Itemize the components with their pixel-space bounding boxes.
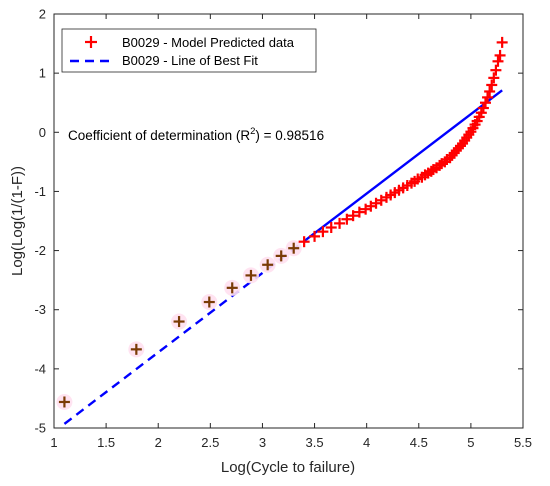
annotation-superscript: 2: [250, 126, 255, 137]
x-tick-label: 1: [50, 435, 57, 450]
data-point: [482, 91, 494, 103]
y-axis-label: Log(Log(1/(1-F)): [9, 166, 26, 276]
data-point: [309, 230, 321, 242]
legend-label-fit: B0029 - Line of Best Fit: [122, 53, 258, 68]
fit-line-solid: [305, 89, 503, 241]
y-tick-label: -5: [34, 421, 46, 436]
r-squared-annotation: Coefficient of determination (R2) = 0.98…: [68, 126, 324, 143]
x-tick-label: 4.5: [410, 435, 428, 450]
x-tick-label: 4: [363, 435, 370, 450]
data-point: [496, 36, 508, 48]
legend-marker-predicted: [85, 36, 97, 48]
data-point: [494, 49, 506, 61]
x-tick-label: 2.5: [201, 435, 219, 450]
data-point: [484, 85, 496, 97]
data-point: [325, 222, 337, 234]
data-point: [224, 279, 241, 296]
axis-ticks: 1 1.5 2 2.5 3 3.5 4 4.5 5 5.5 -5 -4 -3 -2 -1 0 1 2: [34, 7, 532, 451]
data-point: [486, 79, 498, 91]
data-point: [201, 294, 218, 311]
y-tick-label: 2: [39, 7, 46, 22]
data-point: [171, 313, 188, 330]
y-tick-label: 1: [39, 66, 46, 81]
data-point: [334, 217, 346, 229]
data-point: [259, 256, 276, 273]
annotation-value: ) = 0.98516: [255, 128, 324, 143]
y-tick-label: -4: [34, 361, 46, 376]
x-tick-label: 5.5: [514, 435, 532, 450]
data-point: [353, 206, 365, 218]
legend-box: [61, 28, 317, 73]
y-tick-label: 0: [39, 125, 46, 140]
y-tick-label: -3: [34, 302, 46, 317]
y-tick-label: -2: [34, 243, 46, 258]
fit-line-dashed: [63, 238, 307, 425]
plot-frame: [53, 13, 524, 429]
x-tick-label: 2: [155, 435, 162, 450]
x-tick-label: 5: [467, 435, 474, 450]
legend: B0029 - Model Predicted data B0029 - Lin…: [61, 28, 317, 73]
data-point: [479, 97, 491, 109]
data-point: [285, 240, 302, 257]
x-tick-label: 1.5: [97, 435, 115, 450]
y-tick-label: -1: [34, 184, 46, 199]
data-point: [128, 341, 145, 358]
data-point: [488, 72, 500, 84]
plot-area: [54, 14, 523, 428]
data-point: [56, 393, 73, 410]
x-axis-label: Log(Cycle to failure): [221, 459, 355, 476]
data-point: [492, 55, 504, 67]
x-tick-label: 3.5: [306, 435, 324, 450]
data-point: [341, 213, 353, 225]
data-point: [317, 226, 329, 238]
data-point: [242, 267, 259, 284]
data-point: [298, 236, 310, 248]
chart-marks: [56, 36, 508, 425]
legend-label-predicted: B0029 - Model Predicted data: [122, 35, 295, 50]
data-point: [347, 210, 359, 222]
data-point: [273, 247, 290, 264]
annotation-text: Coefficient of determination (R: [68, 128, 250, 143]
x-tick-label: 3: [259, 435, 266, 450]
data-point: [477, 102, 489, 114]
data-point: [490, 64, 502, 76]
